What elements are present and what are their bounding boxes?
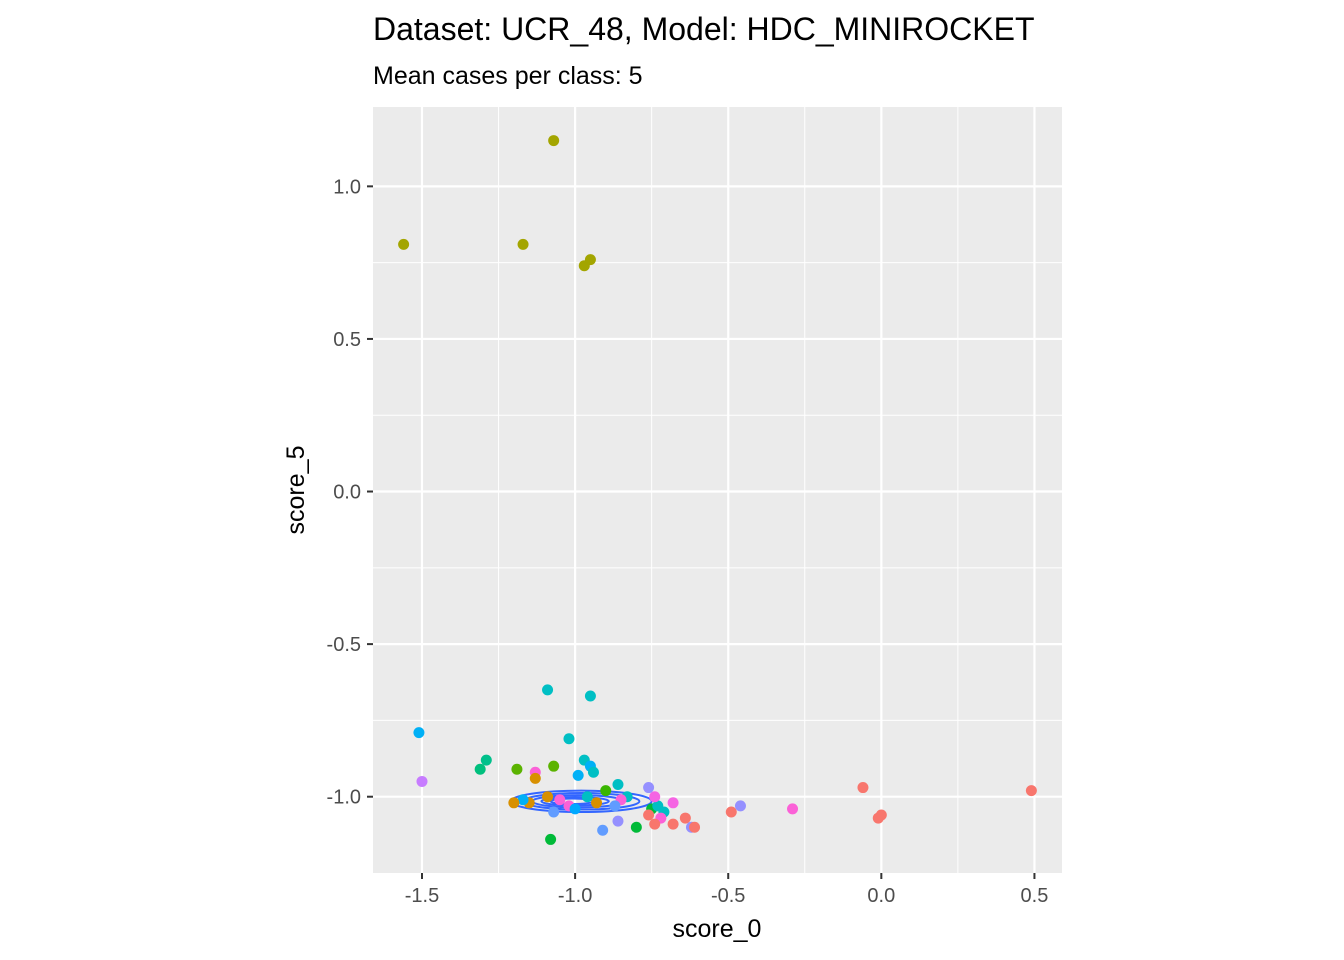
data-point bbox=[667, 797, 679, 809]
y-tick-label: -1.0 bbox=[327, 787, 361, 809]
data-point bbox=[563, 733, 575, 745]
data-point bbox=[649, 791, 661, 803]
data-point bbox=[609, 800, 621, 812]
data-point bbox=[548, 760, 560, 772]
x-tick-label: -1.0 bbox=[558, 885, 592, 907]
data-point bbox=[875, 809, 887, 821]
plot-panel bbox=[373, 107, 1062, 873]
x-axis-title: score_0 bbox=[673, 915, 762, 943]
data-point bbox=[581, 791, 593, 803]
data-point bbox=[584, 690, 596, 702]
data-point bbox=[572, 769, 584, 781]
data-point bbox=[667, 818, 679, 830]
data-point bbox=[1025, 785, 1037, 797]
data-point bbox=[542, 684, 554, 696]
data-point bbox=[413, 727, 425, 739]
data-point bbox=[643, 809, 655, 821]
data-point bbox=[480, 754, 492, 766]
x-axis: -1.5 -1.0 -0.5 0.0 0.5 bbox=[405, 873, 1049, 907]
data-point bbox=[679, 812, 691, 824]
y-tick-label: -0.5 bbox=[327, 634, 361, 656]
data-point bbox=[857, 782, 869, 794]
data-point bbox=[649, 818, 661, 830]
data-point bbox=[517, 794, 529, 806]
data-point bbox=[597, 824, 609, 836]
data-point bbox=[569, 803, 581, 815]
chart-title: Dataset: UCR_48, Model: HDC_MINIROCKET bbox=[373, 11, 1035, 47]
y-tick-label: 0.0 bbox=[333, 482, 361, 504]
data-point bbox=[548, 806, 560, 818]
x-tick-label: -1.5 bbox=[405, 885, 439, 907]
chart-subtitle: Mean cases per class: 5 bbox=[373, 62, 643, 90]
data-point bbox=[474, 763, 486, 775]
y-tick-label: 0.5 bbox=[333, 329, 361, 351]
data-point bbox=[542, 791, 554, 803]
data-point bbox=[689, 821, 701, 833]
data-point bbox=[416, 775, 428, 787]
data-point bbox=[734, 800, 746, 812]
data-point bbox=[643, 782, 655, 794]
data-point bbox=[554, 794, 566, 806]
data-point bbox=[511, 763, 523, 775]
data-point bbox=[612, 815, 624, 827]
data-point bbox=[591, 797, 603, 809]
data-point bbox=[517, 238, 529, 250]
x-tick-label: -0.5 bbox=[711, 885, 745, 907]
x-tick-label: 0.5 bbox=[1021, 885, 1049, 907]
data-point bbox=[398, 238, 410, 250]
y-tick-label: 1.0 bbox=[333, 176, 361, 198]
data-point bbox=[600, 785, 612, 797]
data-point bbox=[630, 821, 642, 833]
data-point bbox=[725, 806, 737, 818]
data-point bbox=[508, 797, 520, 809]
data-point bbox=[787, 803, 799, 815]
x-tick-label: 0.0 bbox=[867, 885, 895, 907]
data-point bbox=[548, 135, 560, 147]
y-axis: -1.0 -0.5 0.0 0.5 1.0 bbox=[327, 176, 373, 809]
data-points bbox=[398, 135, 1037, 845]
data-point bbox=[529, 772, 541, 784]
data-point bbox=[584, 254, 596, 266]
y-axis-title: score_5 bbox=[282, 446, 310, 535]
minor-gridlines bbox=[373, 107, 1062, 873]
major-gridlines bbox=[373, 107, 1062, 873]
data-point bbox=[545, 833, 557, 845]
data-point bbox=[612, 778, 624, 790]
data-point bbox=[587, 766, 599, 778]
